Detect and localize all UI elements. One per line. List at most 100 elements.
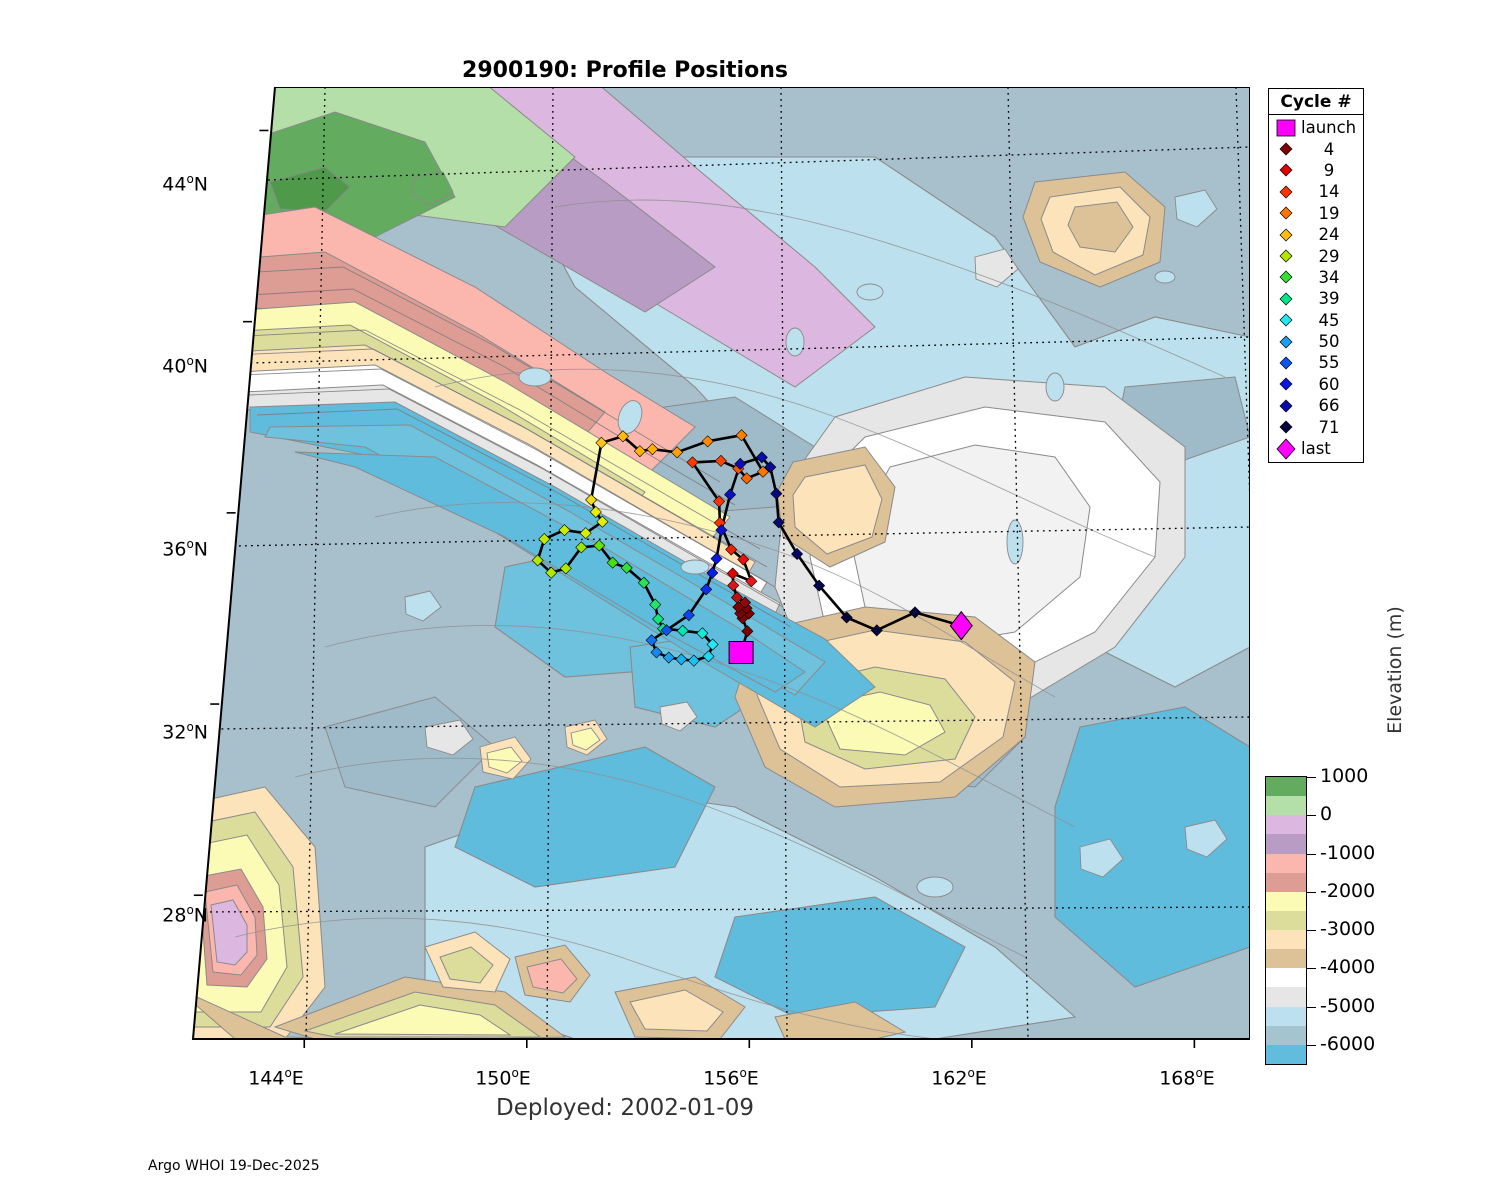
profile-marker bbox=[756, 465, 770, 478]
legend-item-50: 50 bbox=[1269, 331, 1363, 352]
legend-item-label: 66 bbox=[1318, 396, 1340, 416]
colorbar-tick-label: 0 bbox=[1320, 803, 1333, 826]
legend-item-label: 24 bbox=[1318, 225, 1340, 245]
graticule bbox=[197, 87, 1250, 1039]
profile-marker bbox=[531, 554, 544, 567]
profile-marker bbox=[682, 609, 695, 622]
profile-marker bbox=[589, 505, 602, 518]
profile-marker bbox=[649, 598, 662, 611]
legend-item-label: 9 bbox=[1323, 160, 1335, 180]
legend-item-label: 45 bbox=[1318, 310, 1340, 330]
colorbar-title: Elevation (m) bbox=[1384, 606, 1406, 734]
profile-marker bbox=[713, 495, 726, 508]
profile-marker bbox=[726, 567, 739, 580]
cycle-diamond-icon bbox=[1273, 420, 1299, 434]
cycle-diamond-icon bbox=[1273, 437, 1299, 460]
cycle-diamond-icon bbox=[1273, 142, 1299, 156]
colorbar-tick-label: -1000 bbox=[1320, 841, 1376, 864]
profile-marker bbox=[702, 650, 715, 663]
cycle-diamond-icon bbox=[1273, 313, 1299, 327]
profile-marker bbox=[706, 638, 719, 651]
profile-marker bbox=[770, 487, 783, 500]
legend-item-label: 29 bbox=[1318, 246, 1340, 266]
legend-item-label: 55 bbox=[1318, 353, 1340, 373]
profile-marker bbox=[558, 524, 571, 537]
cycle-diamond-icon bbox=[1273, 270, 1299, 284]
profile-marker bbox=[579, 527, 592, 540]
colorbar-band bbox=[1266, 891, 1306, 911]
profile-marker bbox=[585, 493, 598, 506]
profile-marker bbox=[701, 435, 714, 448]
cycle-diamond-icon bbox=[1273, 249, 1299, 263]
profile-marker bbox=[791, 547, 804, 560]
colorbar-band bbox=[1266, 815, 1306, 835]
cycle-diamond-icon bbox=[1273, 335, 1299, 349]
legend-item-label: 71 bbox=[1318, 417, 1340, 437]
cycle-legend: Cycle # launch 4 9 14 19 24 29 34 39 45 50 55 60 66 71… bbox=[1268, 88, 1364, 464]
profile-marker bbox=[593, 539, 606, 552]
profile-marker bbox=[870, 624, 883, 637]
profile-marker bbox=[710, 552, 723, 565]
launch-square-icon bbox=[1273, 119, 1299, 137]
float-trajectory bbox=[531, 429, 973, 667]
xtick-label-144: 144oE bbox=[248, 1066, 304, 1090]
xtick-label-156: 156oE bbox=[703, 1066, 759, 1090]
profile-marker bbox=[675, 653, 688, 666]
cycle-diamond-icon bbox=[1273, 228, 1299, 242]
profile-marker bbox=[715, 524, 728, 537]
cycle-diamond-icon bbox=[1273, 185, 1299, 199]
legend-item-9: 9 bbox=[1269, 160, 1363, 181]
colorbar-tick bbox=[1307, 1044, 1316, 1046]
colorbar-band bbox=[1266, 834, 1306, 854]
colorbar-band bbox=[1266, 1025, 1306, 1045]
legend-item-4: 4 bbox=[1269, 138, 1363, 159]
ytick-label-40: 40oN bbox=[162, 354, 208, 378]
colorbar-band bbox=[1266, 796, 1306, 816]
profile-marker bbox=[813, 579, 826, 592]
profile-marker bbox=[616, 430, 629, 443]
profile-marker bbox=[595, 436, 608, 449]
legend-item-label: launch bbox=[1301, 118, 1357, 138]
profile-marker bbox=[662, 651, 675, 664]
cycle-diamond-icon bbox=[1273, 292, 1299, 306]
profile-marker bbox=[687, 654, 700, 667]
ytick-label-28: 28oN bbox=[162, 903, 208, 927]
legend-item-launch: launch bbox=[1269, 117, 1363, 138]
legend-item-label: 34 bbox=[1318, 267, 1340, 287]
profile-marker bbox=[730, 591, 744, 604]
last-position-marker bbox=[949, 610, 973, 641]
profile-marker bbox=[696, 627, 709, 640]
profile-marker bbox=[686, 456, 699, 469]
elevation-colorbar bbox=[1265, 776, 1307, 1065]
legend-item-label: 19 bbox=[1318, 203, 1340, 223]
legend-item-29: 29 bbox=[1269, 245, 1363, 266]
legend-item-label: last bbox=[1301, 439, 1331, 459]
legend-item-60: 60 bbox=[1269, 374, 1363, 395]
profile-marker bbox=[740, 472, 753, 485]
profile-marker bbox=[755, 451, 768, 464]
colorbar-tick bbox=[1307, 853, 1316, 855]
profile-marker bbox=[700, 583, 713, 596]
cycle-diamond-icon bbox=[1273, 163, 1299, 177]
profile-marker bbox=[735, 429, 748, 442]
profile-marker bbox=[772, 516, 785, 529]
profile-marker bbox=[738, 596, 752, 609]
colorbar-band bbox=[1266, 853, 1306, 873]
legend-item-66: 66 bbox=[1269, 395, 1363, 416]
legend-item-label: 14 bbox=[1318, 182, 1340, 202]
colorbar-tick-label: 1000 bbox=[1320, 765, 1369, 787]
profile-marker bbox=[633, 445, 646, 458]
profile-marker bbox=[559, 562, 572, 575]
colorbar-tick-label: -6000 bbox=[1320, 1032, 1376, 1055]
map-plot-area bbox=[175, 87, 1250, 1062]
profile-marker bbox=[596, 515, 609, 528]
colorbar-band bbox=[1266, 777, 1306, 797]
legend-item-label: 60 bbox=[1318, 374, 1340, 394]
colorbar-tick bbox=[1307, 891, 1316, 893]
bathymetry-map bbox=[191, 87, 1250, 1048]
profile-marker bbox=[545, 566, 558, 579]
ytick-label-32: 32oN bbox=[162, 720, 208, 744]
colorbar-tick bbox=[1307, 815, 1316, 817]
profile-marker bbox=[734, 457, 747, 470]
